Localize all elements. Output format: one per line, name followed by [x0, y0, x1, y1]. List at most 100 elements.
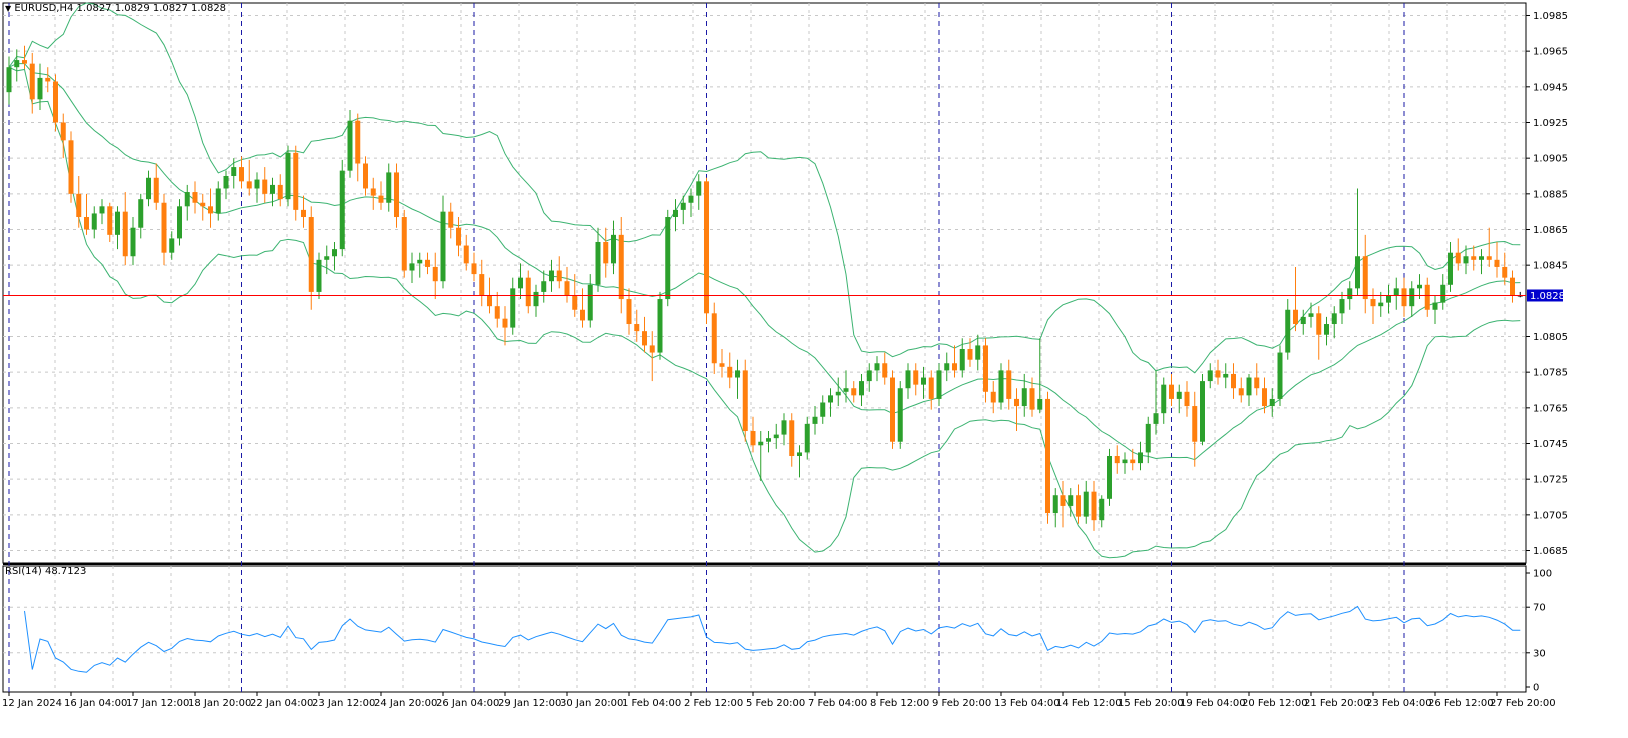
candle-body — [766, 438, 771, 442]
candle-body — [378, 195, 384, 203]
candle-body — [1502, 266, 1508, 278]
candle — [1130, 448, 1136, 471]
y-tick-label: 1.0725 — [1533, 475, 1568, 486]
candle-body — [1393, 288, 1399, 296]
candle — [270, 177, 275, 207]
candle — [1417, 274, 1422, 300]
candle-body — [1308, 313, 1314, 317]
x-tick-label: 21 Feb 20:00 — [1304, 698, 1370, 709]
candle-body — [812, 416, 818, 424]
candle-body — [1223, 373, 1229, 378]
candle-body — [1076, 495, 1081, 517]
candle — [688, 188, 694, 218]
candle-body — [1091, 491, 1097, 521]
candle-body — [564, 281, 570, 296]
candle — [618, 217, 624, 314]
candle — [502, 306, 508, 346]
candle — [1277, 345, 1283, 407]
candle-body — [208, 206, 213, 214]
candle-body — [1401, 288, 1407, 307]
x-tick-label: 17 Jan 12:00 — [126, 698, 189, 709]
candle — [820, 395, 826, 424]
candle — [1107, 448, 1112, 506]
candle-body — [781, 420, 787, 435]
candle-body — [828, 395, 833, 403]
candle-body — [316, 259, 322, 292]
candle — [975, 334, 981, 371]
candle — [223, 170, 229, 200]
candle — [1331, 306, 1337, 339]
dropdown-triangle-icon[interactable]: ▼ — [5, 4, 12, 13]
candle-body — [525, 277, 531, 307]
candle — [1362, 234, 1368, 314]
candle — [1262, 377, 1267, 414]
candle — [22, 45, 27, 69]
candle — [797, 445, 802, 478]
candle-body — [549, 270, 554, 282]
candle-body — [649, 345, 655, 353]
candle — [1401, 277, 1407, 317]
candle-body — [1339, 299, 1345, 314]
candle-body — [1510, 277, 1515, 296]
candle-body — [487, 295, 492, 307]
candle-body — [742, 370, 748, 432]
candle-body — [215, 188, 221, 214]
candle — [510, 277, 516, 335]
x-tick-label: 9 Feb 20:00 — [932, 698, 991, 709]
candle — [107, 202, 113, 242]
x-tick-label: 24 Jan 20:00 — [374, 698, 437, 709]
candle-body — [494, 306, 500, 319]
candle — [339, 159, 345, 257]
candle-body — [897, 388, 903, 442]
candle-body — [533, 291, 539, 307]
main-plot-area[interactable] — [2, 2, 1527, 564]
candle-body — [944, 363, 950, 371]
candle — [1138, 441, 1143, 471]
candle — [735, 359, 740, 399]
candle — [347, 110, 353, 178]
candle — [1510, 270, 1515, 303]
candle — [944, 352, 950, 382]
candle — [1455, 238, 1461, 271]
candle — [1037, 338, 1043, 414]
candle — [37, 63, 43, 111]
candle-body — [1417, 284, 1422, 289]
candle-body — [277, 184, 283, 200]
candle — [1448, 241, 1453, 292]
candle-body — [1479, 256, 1484, 260]
candle — [1029, 377, 1035, 417]
rsi-plot-area[interactable] — [2, 565, 1527, 693]
candle — [587, 274, 593, 328]
candle-body — [448, 211, 454, 228]
candle — [53, 74, 58, 132]
candle — [1424, 277, 1430, 317]
candle — [1409, 281, 1415, 317]
candle — [370, 177, 376, 210]
candle-body — [1122, 459, 1128, 464]
rsi-label: RSI(14) 48.7123 — [5, 566, 87, 577]
candle-body — [347, 120, 353, 171]
candle-body — [711, 313, 717, 364]
candle — [262, 167, 268, 203]
candle — [983, 338, 988, 403]
candle-body — [773, 434, 779, 439]
candle-body — [735, 370, 740, 378]
candle-body — [874, 363, 880, 371]
candle-body — [998, 370, 1004, 403]
candle — [936, 363, 942, 407]
candle — [1393, 277, 1399, 310]
candle — [719, 348, 725, 378]
candle-body — [1285, 309, 1291, 353]
candle-body — [223, 175, 229, 189]
candle — [1440, 274, 1446, 310]
candle-body — [262, 179, 268, 194]
candle-body — [270, 184, 275, 194]
candle-body — [587, 284, 593, 321]
candle-body — [1324, 324, 1329, 335]
candle — [169, 231, 175, 260]
x-tick-label: 18 Jan 20:00 — [188, 698, 251, 709]
candle-body — [890, 377, 895, 442]
candle-body — [657, 299, 663, 353]
